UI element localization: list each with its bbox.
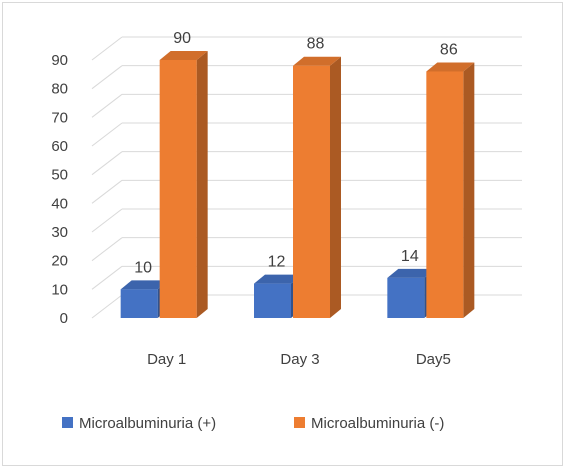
bar-top bbox=[426, 62, 475, 72]
x-tick-label: Day 1 bbox=[147, 351, 186, 368]
gridline-side bbox=[91, 208, 123, 233]
y-tick-label: 40 bbox=[51, 195, 68, 212]
gridline-side bbox=[91, 265, 123, 290]
gridline-side bbox=[91, 93, 123, 118]
bar bbox=[293, 65, 330, 318]
y-tick-label: 90 bbox=[51, 52, 68, 69]
bar-top bbox=[254, 274, 302, 284]
bar bbox=[387, 277, 425, 318]
y-tick-label: 20 bbox=[51, 253, 68, 270]
legend-swatch bbox=[62, 417, 73, 428]
bar bbox=[426, 71, 464, 318]
x-tick-label: Day 3 bbox=[280, 351, 319, 368]
bar-top bbox=[387, 268, 436, 278]
legend-label: Microalbuminuria (-) bbox=[311, 415, 444, 432]
bar bbox=[254, 283, 291, 318]
bar-side bbox=[196, 51, 208, 318]
y-tick-label: 70 bbox=[51, 109, 68, 126]
gridline-side bbox=[91, 36, 123, 61]
gridline-side bbox=[91, 179, 123, 204]
gridline-side bbox=[91, 122, 123, 147]
data-label: 88 bbox=[307, 36, 325, 53]
bar-side bbox=[463, 62, 475, 318]
y-tick-label: 30 bbox=[51, 224, 68, 241]
data-label: 14 bbox=[401, 248, 419, 265]
y-tick-label: 10 bbox=[51, 281, 68, 298]
y-tick-label: 50 bbox=[51, 167, 68, 184]
x-tick-label: Day5 bbox=[416, 351, 451, 368]
gridline-side bbox=[91, 151, 123, 176]
bar-top bbox=[159, 51, 208, 60]
y-tick-label: 80 bbox=[51, 81, 68, 98]
gridline-side bbox=[91, 65, 123, 90]
data-label: 90 bbox=[173, 30, 191, 47]
data-label: 12 bbox=[268, 254, 286, 271]
legend-label: Microalbuminuria (+) bbox=[79, 415, 216, 432]
y-tick-label: 0 bbox=[60, 310, 68, 327]
bar bbox=[120, 289, 158, 318]
gridline-side bbox=[91, 237, 123, 262]
y-tick-label: 60 bbox=[51, 138, 68, 155]
bar-top bbox=[293, 56, 341, 66]
bar bbox=[159, 60, 197, 318]
legend-swatch bbox=[294, 417, 305, 428]
gridline-side bbox=[91, 294, 123, 319]
bar-side bbox=[330, 56, 341, 318]
data-label: 10 bbox=[134, 259, 152, 276]
data-label: 86 bbox=[440, 41, 458, 58]
bar-top bbox=[120, 280, 169, 290]
